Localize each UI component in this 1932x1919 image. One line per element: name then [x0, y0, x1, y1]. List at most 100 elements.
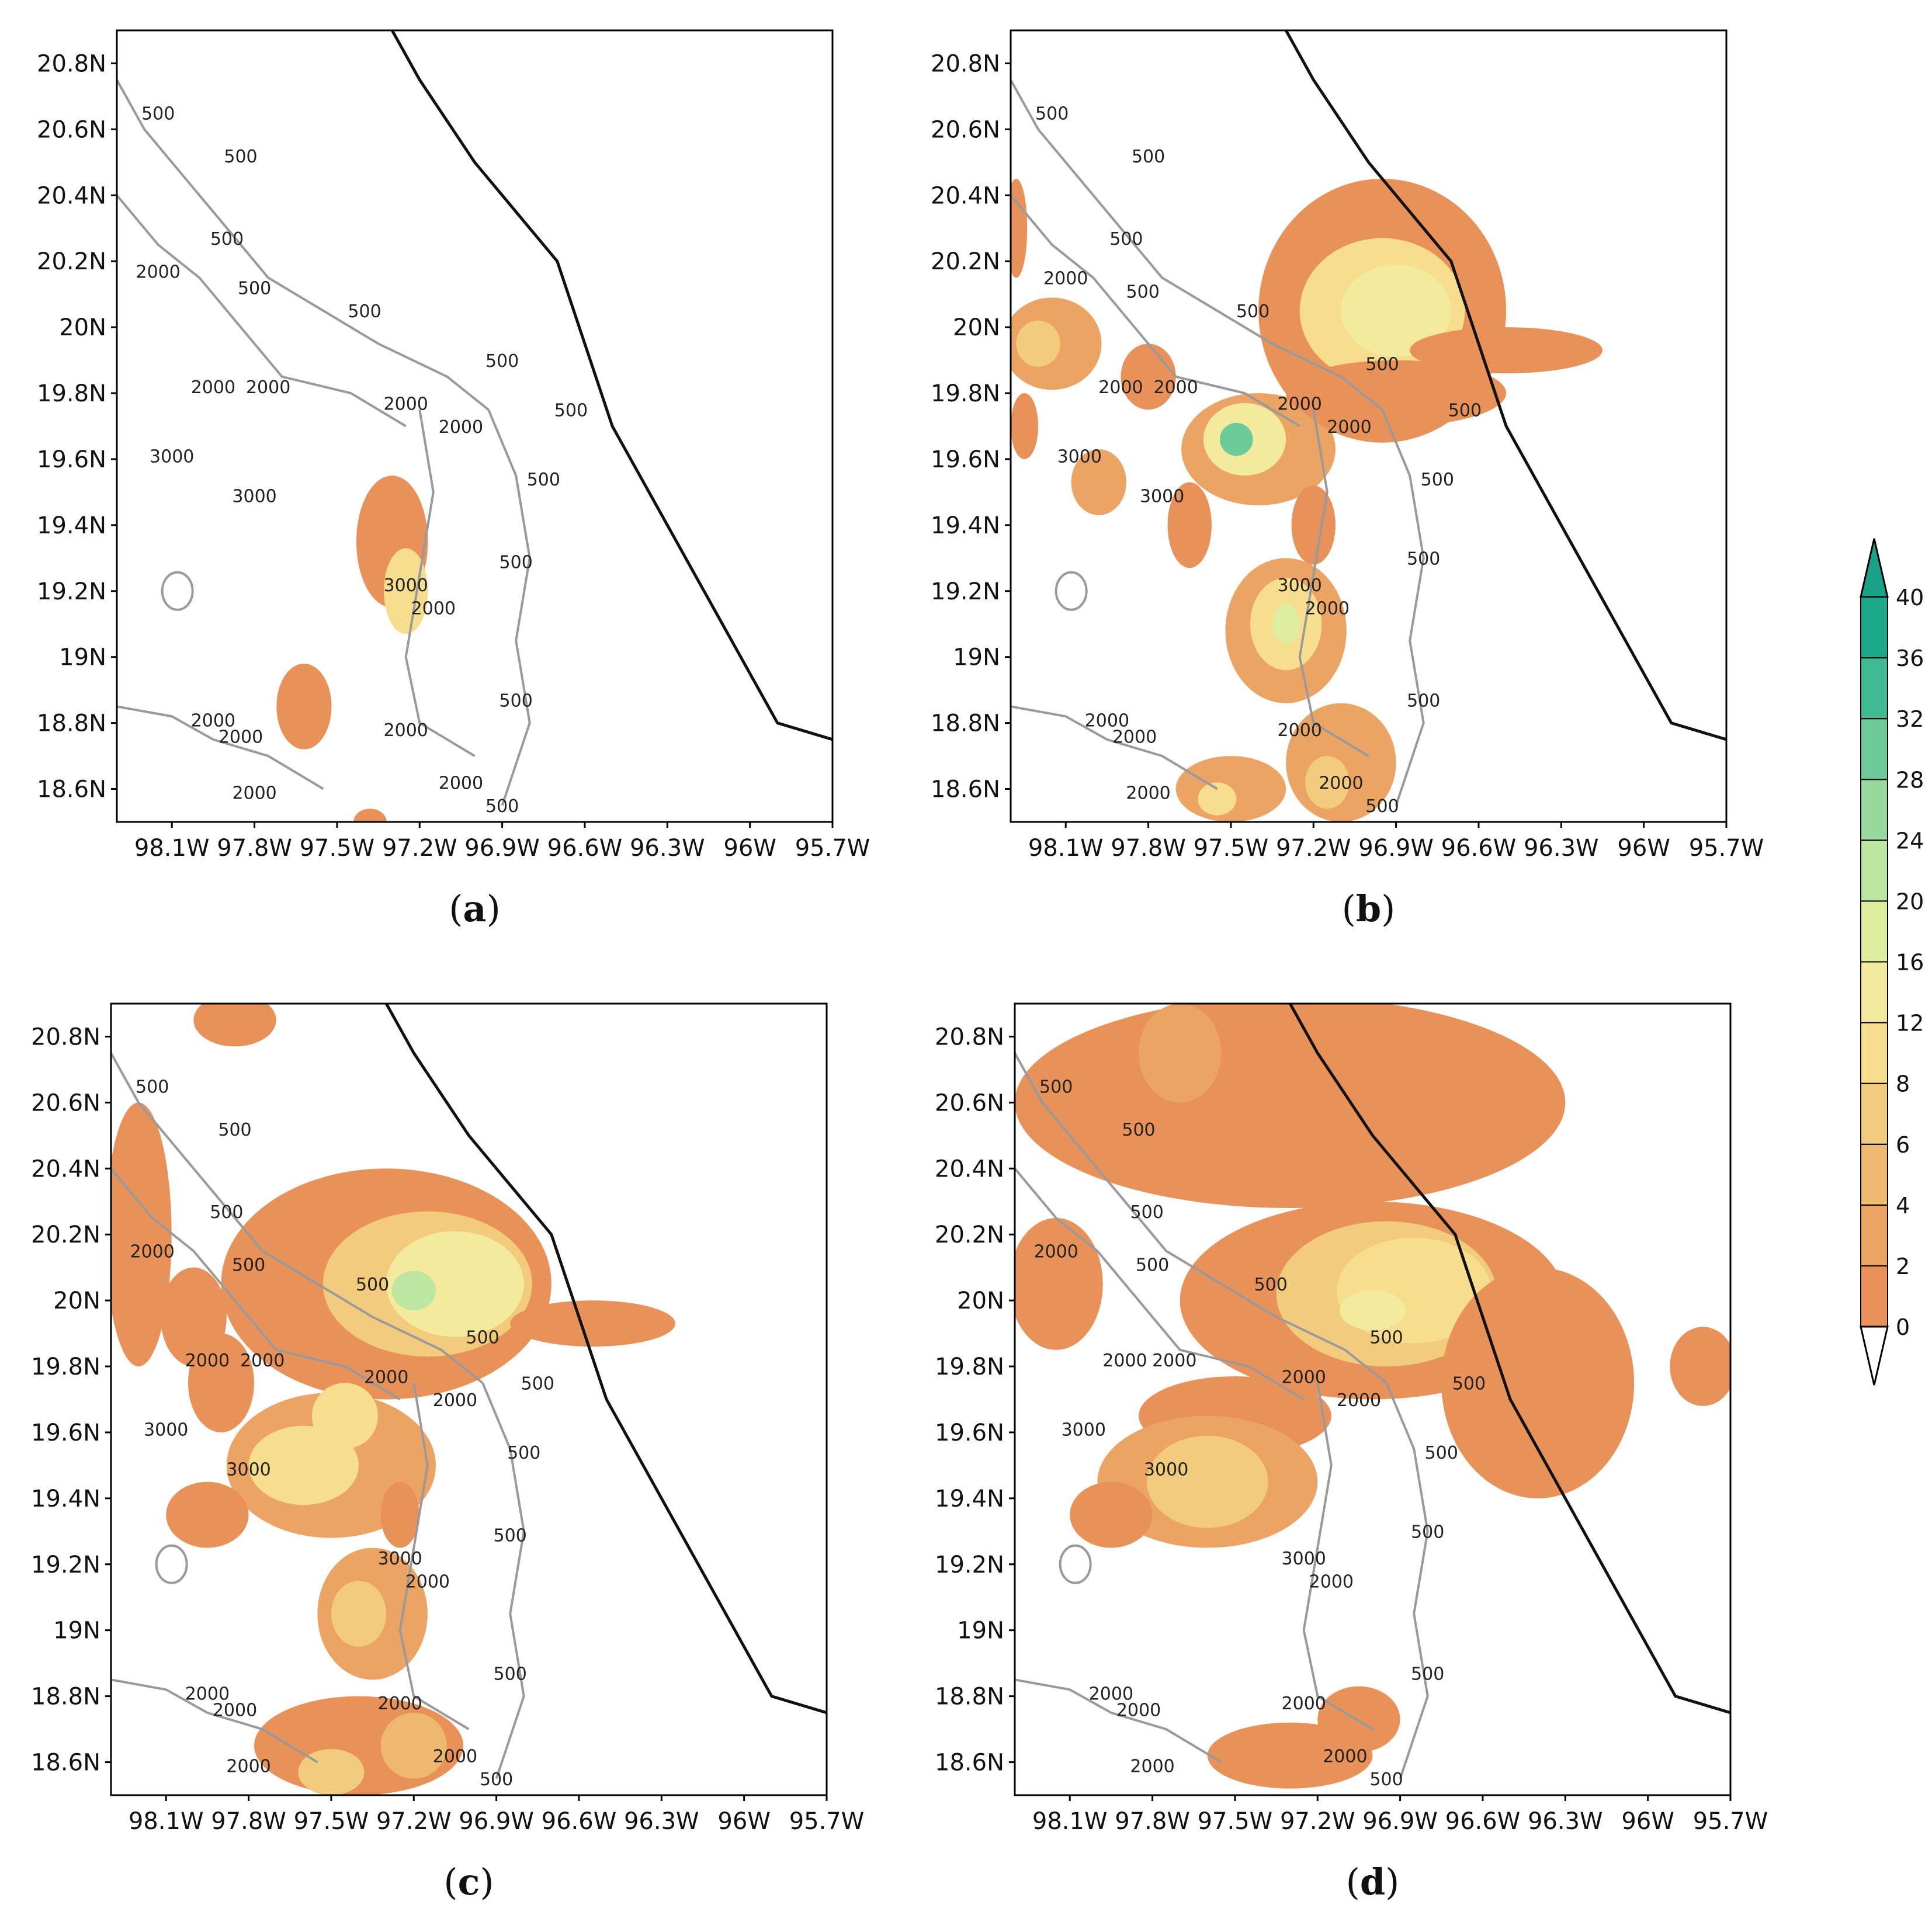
- lon-axis: 98.1W 97.8W 97.5W 97.2W 96.9W 96.6W 96.3W 96W 95…: [129, 1795, 864, 1835]
- contour-ring: [155, 1544, 188, 1584]
- lon-tick-label: 97.5W: [294, 1808, 369, 1835]
- colorbar-level-label: 2: [1896, 1254, 1910, 1279]
- colorbar-level-label: 0: [1896, 1314, 1910, 1340]
- contour-label: 2000: [213, 1701, 257, 1721]
- shaded-cell: [1011, 393, 1039, 459]
- contour-label: 500: [1407, 549, 1440, 570]
- lon-tick-label: 97.8W: [217, 835, 292, 862]
- contour-line: [1015, 1052, 1388, 1384]
- shaded-cell: [384, 548, 428, 634]
- shaded-cell: [510, 1300, 675, 1347]
- colorbar-level-label: 32: [1896, 706, 1924, 732]
- lat-tick-label: 19.2N: [935, 1552, 1004, 1578]
- panel-caption: (c): [443, 1861, 494, 1903]
- map-frame: [110, 1002, 828, 1796]
- lat-tick-label: 18.8N: [931, 710, 1000, 737]
- contour-label: 3000: [144, 1420, 188, 1441]
- shaded-cell: [1147, 1435, 1268, 1528]
- shaded-cell: [1410, 327, 1603, 374]
- contour-label: 2000: [130, 1242, 174, 1262]
- lon-tick-label: 95.7W: [789, 1808, 865, 1835]
- shaded-field: [1015, 1004, 1730, 1789]
- contour-line: [117, 705, 324, 790]
- lat-tick-label: 19.6N: [931, 446, 1000, 473]
- shaded-cell: [276, 664, 332, 749]
- lat-axis: 20.8N 20.6N 20.4N 20.2N 20N 19.8N 19.6N 19.4N 19…: [31, 1023, 111, 1776]
- contour-label: 500: [1369, 1328, 1403, 1348]
- shaded-cell: [1341, 264, 1451, 357]
- topography-contours: [1011, 79, 1425, 806]
- lat-tick-label: 18.8N: [37, 710, 106, 737]
- contour-label: 2000: [240, 1351, 285, 1371]
- lon-tick-label: 97.8W: [211, 1808, 286, 1835]
- contour-label: 500: [466, 1328, 499, 1348]
- contour-label: 2000: [1319, 773, 1363, 794]
- lon-tick-label: 98.1W: [1032, 1808, 1108, 1835]
- contour-label: 500: [224, 147, 257, 167]
- contour-label: 2000: [384, 720, 428, 741]
- colorbar-bin: [1860, 596, 1888, 659]
- shaded-cell: [391, 1271, 436, 1311]
- contour-label: 500: [500, 552, 533, 572]
- lon-axis: 98.1W 97.8W 97.5W 97.2W 96.9W 96.6W 96.3W 96W 95…: [1028, 822, 1764, 862]
- colorbar-level-label: 28: [1896, 767, 1924, 793]
- shaded-cell: [1291, 485, 1336, 565]
- panels: 500 500 500 2000 500 500 500 2000 2000 2000 2000 50…: [31, 29, 1768, 1903]
- contour-line: [117, 195, 407, 428]
- map-frame: [116, 29, 834, 823]
- contour-label: 500: [348, 301, 381, 322]
- lon-tick-label: 97.2W: [1280, 1808, 1355, 1835]
- contour-label: 3000: [1140, 486, 1184, 506]
- contour-label: 3000: [150, 447, 194, 467]
- contour-label: 500: [1035, 103, 1069, 124]
- contour-label: 500: [1448, 401, 1482, 421]
- panel-caption-letter: c: [458, 1861, 480, 1903]
- contour-label: 2000: [411, 598, 456, 619]
- contour-label: 500: [1126, 282, 1160, 302]
- lat-axis: 20.8N 20.6N 20.4N 20.2N 20N 19.8N 19.6N 19.4N 19…: [931, 50, 1011, 803]
- lat-tick-label: 19N: [953, 644, 1000, 671]
- contour-label: 2000: [433, 1390, 477, 1411]
- lon-tick-label: 97.8W: [1115, 1808, 1190, 1835]
- lon-tick-label: 97.2W: [1276, 835, 1351, 862]
- colorbar-level-label: 40: [1896, 585, 1924, 610]
- contour-label: 2000: [1305, 598, 1350, 619]
- lat-tick-label: 20N: [53, 1288, 100, 1314]
- shaded-cell: [1198, 782, 1237, 816]
- lat-tick-label: 20.2N: [931, 248, 1000, 275]
- contour-label: 3000: [232, 486, 276, 506]
- lat-tick-label: 20.6N: [31, 1089, 100, 1116]
- coastline: [391, 30, 833, 741]
- shaded-cell: [386, 1231, 524, 1337]
- shaded-cell: [1015, 1004, 1566, 1208]
- lon-tick-label: 96.9W: [1358, 835, 1434, 862]
- contour-label: 500: [136, 1077, 169, 1097]
- lat-tick-label: 19.2N: [37, 578, 106, 605]
- shaded-cell: [1139, 1004, 1222, 1103]
- contour-label: 2000: [1043, 269, 1088, 289]
- lon-tick-label: 97.5W: [300, 835, 375, 862]
- shaded-cell: [311, 1383, 379, 1449]
- contour-label: 500: [1421, 470, 1454, 490]
- lat-tick-label: 20.6N: [37, 116, 106, 143]
- lon-axis: 98.1W 97.8W 97.5W 97.2W 96.9W 96.6W 96.3W 96W 95…: [134, 822, 870, 862]
- contour-line: [487, 409, 531, 806]
- colorbar-level-label: 6: [1896, 1132, 1910, 1158]
- lon-tick-label: 96.3W: [624, 1808, 699, 1835]
- contour-label: 500: [1039, 1077, 1073, 1097]
- shaded-cell: [1015, 1218, 1103, 1350]
- lat-tick-label: 18.8N: [935, 1684, 1004, 1710]
- colorbar-bin: [1860, 900, 1888, 963]
- topography-contours: [111, 1052, 525, 1779]
- contour-line: [1015, 1168, 1305, 1401]
- lon-tick-label: 96.9W: [1362, 1808, 1438, 1835]
- colorbar-bin: [1860, 718, 1888, 780]
- coastline: [385, 1004, 827, 1715]
- contour-label: 2000: [439, 773, 483, 794]
- lat-tick-label: 18.6N: [931, 776, 1000, 803]
- contour-label: 2000: [1152, 1351, 1196, 1371]
- topography-contours: [1015, 1052, 1429, 1779]
- lon-tick-label: 97.5W: [1194, 835, 1269, 862]
